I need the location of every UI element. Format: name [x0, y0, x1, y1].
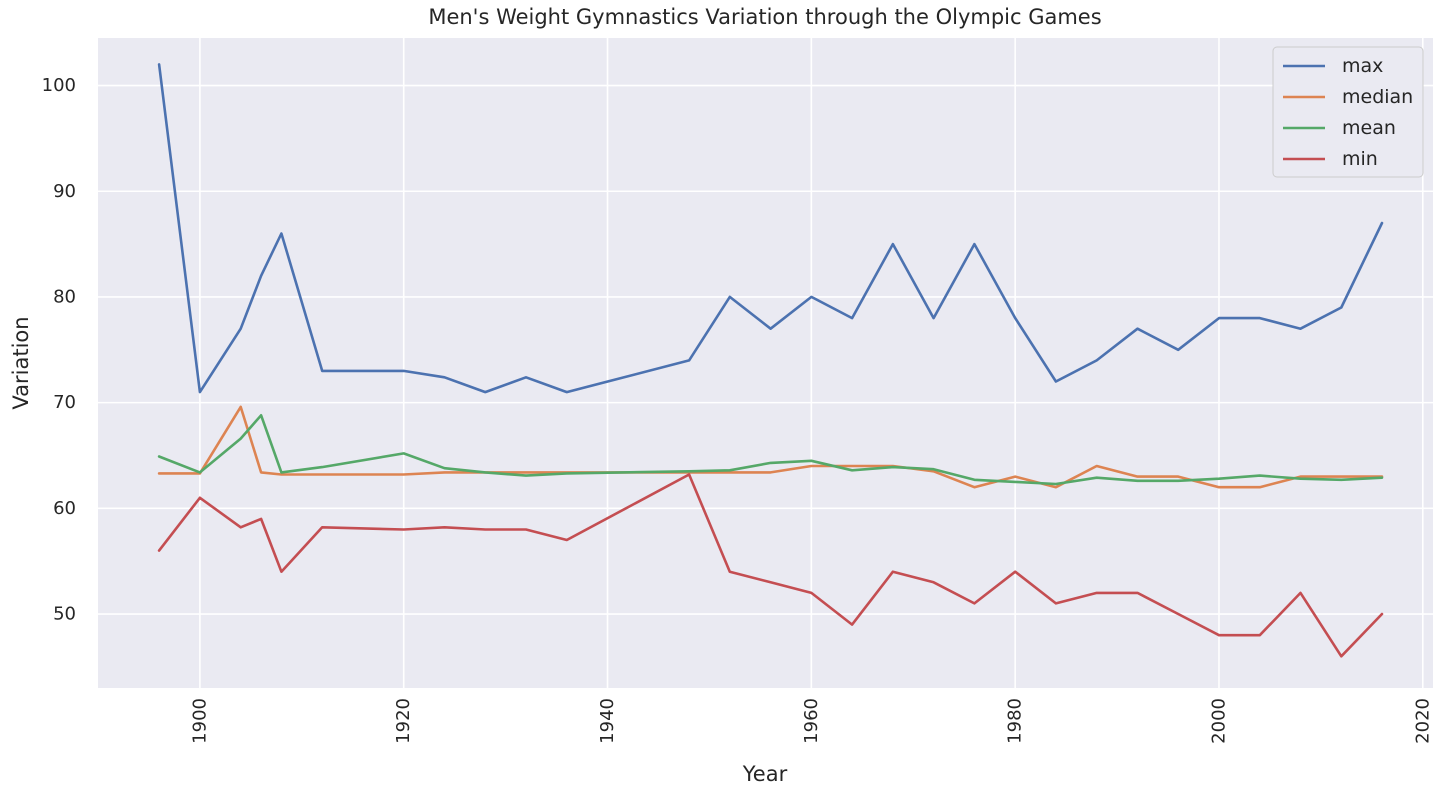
series-line-min	[157, 473, 1384, 658]
x-tick-label: 2000	[1208, 698, 1229, 744]
legend-label-max: max	[1342, 55, 1383, 77]
legend-label-mean: mean	[1342, 117, 1396, 139]
x-tick-label: 1960	[801, 698, 822, 744]
y-axis-label: Variation	[9, 316, 33, 409]
y-tick-label: 50	[53, 604, 76, 625]
y-tick-labels: 50 60 70 80 90 100	[42, 75, 76, 624]
x-tick-label: 1920	[393, 698, 414, 744]
legend-label-median: median	[1342, 86, 1413, 108]
y-tick-label: 100	[42, 75, 76, 96]
series-line-max	[157, 63, 1384, 394]
series-line-mean	[157, 413, 1384, 486]
series-lines	[157, 63, 1384, 658]
x-tick-label: 1940	[597, 698, 618, 744]
legend-box	[1272, 46, 1424, 178]
y-tick-label: 90	[53, 181, 76, 202]
chart-title: Men's Weight Gymnastics Variation throug…	[428, 5, 1101, 29]
y-tick-label: 70	[53, 392, 76, 413]
x-tick-label: 1980	[1005, 698, 1026, 744]
grid	[98, 38, 1433, 688]
x-tick-label: 1900	[189, 698, 210, 744]
y-tick-label: 60	[53, 498, 76, 519]
legend: max median mean min	[1272, 46, 1424, 178]
x-tick-label: 2020	[1412, 698, 1433, 744]
plot-area	[98, 38, 1433, 688]
y-tick-label: 80	[53, 286, 76, 307]
legend-label-min: min	[1342, 148, 1378, 170]
x-axis-label: Year	[742, 762, 788, 786]
x-tick-labels: 1900 1920 1940 1960 1980 2000 2020	[189, 698, 1433, 744]
